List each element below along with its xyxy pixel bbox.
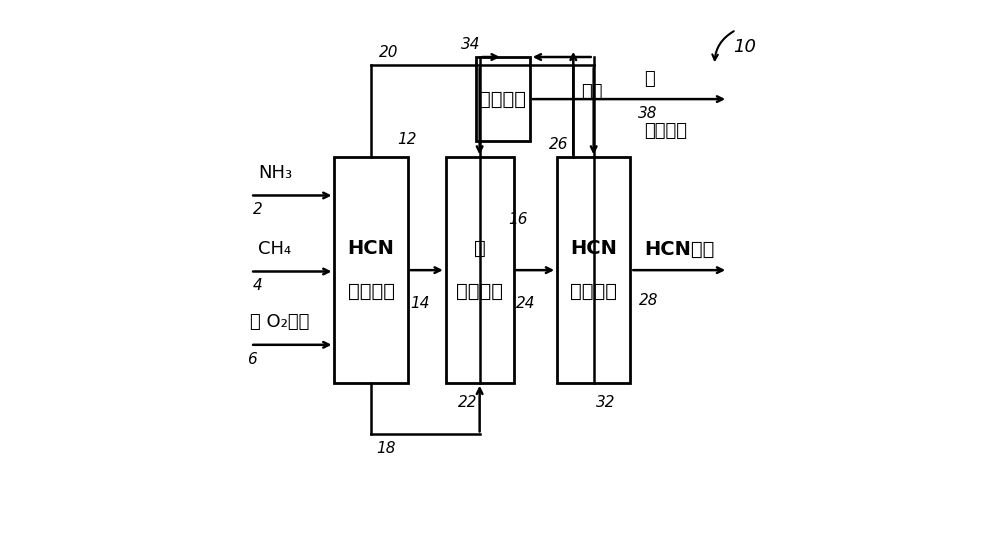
Text: 16: 16 [508,212,528,227]
Text: 废气: 废气 [581,83,603,102]
Text: 12: 12 [397,131,416,147]
Text: HCN产物: HCN产物 [644,241,714,260]
Text: 34: 34 [461,36,480,52]
Text: CH₄: CH₄ [258,240,291,258]
Text: 回收系统: 回收系统 [456,282,503,301]
Text: HCN: HCN [570,239,617,258]
FancyBboxPatch shape [334,157,408,383]
Text: 18: 18 [376,441,396,456]
Text: 6: 6 [248,351,257,367]
Text: 22: 22 [458,395,477,410]
Text: 24: 24 [516,296,536,311]
Text: NH₃: NH₃ [258,164,292,182]
Text: 4: 4 [253,278,263,293]
Text: 10: 10 [733,38,756,56]
Text: 回收系统: 回收系统 [570,282,617,301]
Text: 含 O₂气体: 含 O₂气体 [250,313,310,331]
Text: 至: 至 [644,70,655,89]
Text: 20: 20 [379,45,399,60]
Text: 2: 2 [253,202,263,217]
Text: 废水处理: 废水处理 [644,122,687,140]
Text: 氨: 氨 [474,239,486,258]
Text: 38: 38 [638,106,658,121]
Text: 32: 32 [596,395,616,410]
FancyBboxPatch shape [557,157,630,383]
Text: 28: 28 [638,293,658,308]
Text: 氨汽提器: 氨汽提器 [479,90,526,109]
Text: 合成系统: 合成系统 [348,282,395,301]
Text: 14: 14 [410,296,430,311]
Text: 26: 26 [549,137,568,152]
FancyBboxPatch shape [446,157,514,383]
Text: HCN: HCN [348,239,394,258]
FancyBboxPatch shape [476,57,530,141]
